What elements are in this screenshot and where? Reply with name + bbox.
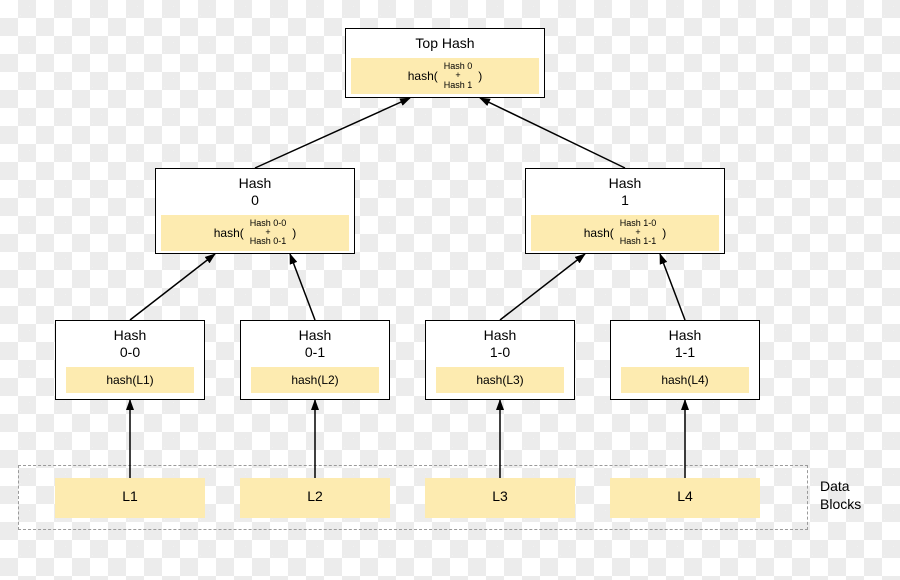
data-blocks-label: Data Blocks (820, 478, 861, 513)
node-hash-1: Hash 1 hash( Hash 1-0 + Hash 1-1 ) (525, 168, 725, 254)
node-title: Hash 1-0 (426, 321, 574, 361)
node-hash-0: Hash 0 hash( Hash 0-0 + Hash 0-1 ) (155, 168, 355, 254)
hash-prefix: hash( (584, 226, 614, 240)
edge-arrow (290, 254, 315, 320)
data-block-L3: L3 (425, 478, 575, 518)
data-block-L1: L1 (55, 478, 205, 518)
hash-box: hash(L3) (436, 367, 564, 393)
hash-suffix: ) (662, 226, 666, 240)
node-title: Hash 1-1 (611, 321, 759, 361)
hash-suffix: ) (292, 226, 296, 240)
node-hash-1-1: Hash 1-1 hash(L4) (610, 320, 760, 400)
hash-formula: Hash 0 + Hash 1 (444, 62, 473, 90)
node-title: Hash 0-1 (241, 321, 389, 361)
node-title: Hash 0 (156, 169, 354, 209)
hash-box: hash( Hash 0-0 + Hash 0-1 ) (161, 215, 349, 251)
edge-arrow (660, 254, 685, 320)
hash-formula: Hash 1-0 + Hash 1-1 (620, 219, 657, 247)
hash-box: hash( Hash 0 + Hash 1 ) (351, 58, 539, 94)
data-block-L4: L4 (610, 478, 760, 518)
node-title: Hash 1 (526, 169, 724, 209)
hash-suffix: ) (478, 69, 482, 83)
node-hash-1-0: Hash 1-0 hash(L3) (425, 320, 575, 400)
edge-arrow (480, 98, 625, 168)
node-title: Hash 0-0 (56, 321, 204, 361)
hash-formula: Hash 0-0 + Hash 0-1 (250, 219, 287, 247)
node-top-hash: Top Hash hash( Hash 0 + Hash 1 ) (345, 28, 545, 98)
hash-prefix: hash( (214, 226, 244, 240)
node-title: Top Hash (346, 29, 544, 52)
hash-box: hash(L1) (66, 367, 194, 393)
node-hash-0-1: Hash 0-1 hash(L2) (240, 320, 390, 400)
hash-box: hash(L4) (621, 367, 749, 393)
edge-arrow (130, 254, 215, 320)
merkle-tree-diagram: Top Hash hash( Hash 0 + Hash 1 ) Hash 0 … (0, 0, 900, 580)
hash-box: hash(L2) (251, 367, 379, 393)
edge-arrow (255, 98, 410, 168)
hash-box: hash( Hash 1-0 + Hash 1-1 ) (531, 215, 719, 251)
data-block-L2: L2 (240, 478, 390, 518)
edge-arrow (500, 254, 585, 320)
hash-prefix: hash( (408, 69, 438, 83)
node-hash-0-0: Hash 0-0 hash(L1) (55, 320, 205, 400)
